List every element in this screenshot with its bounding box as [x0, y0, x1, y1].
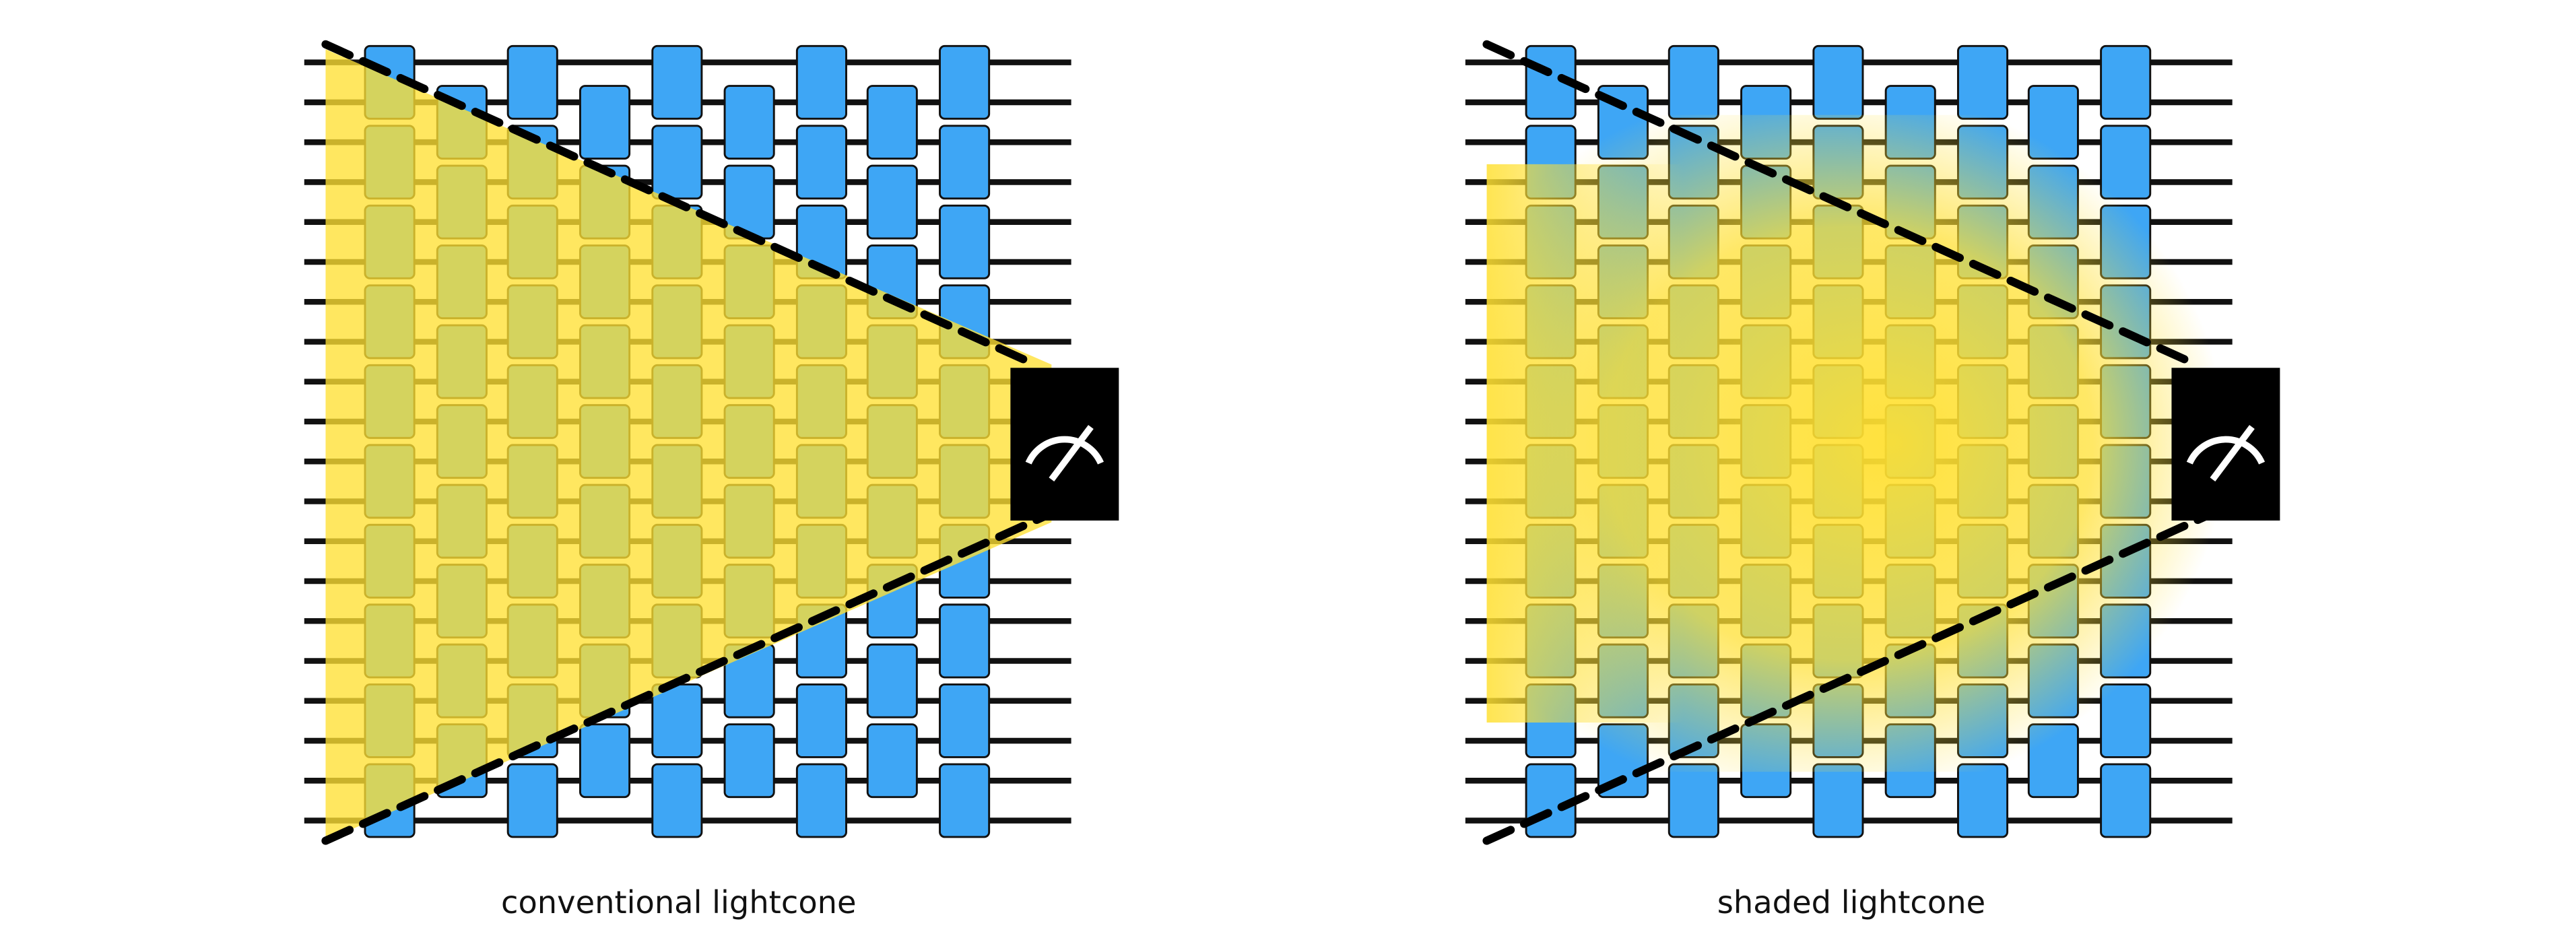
- gate: [579, 723, 631, 799]
- gate: [795, 125, 847, 200]
- gate: [939, 763, 991, 838]
- gate: [1667, 44, 1719, 120]
- gate: [651, 683, 703, 758]
- gate: [651, 44, 703, 120]
- lightcone-edge: [321, 501, 1072, 845]
- gate: [723, 723, 775, 799]
- meter-arc: [1025, 436, 1104, 465]
- gate: [939, 683, 991, 758]
- gate: [506, 763, 558, 838]
- measurement: [1010, 368, 1119, 521]
- conventional-panel: [304, 40, 1119, 845]
- gate: [939, 204, 991, 279]
- gate: [866, 85, 918, 160]
- gate: [1812, 763, 1864, 838]
- gate: [2100, 763, 2152, 838]
- meter-needle: [2210, 425, 2255, 481]
- lightcone: [325, 49, 1052, 841]
- gate: [2100, 44, 2152, 120]
- measurement: [2171, 368, 2280, 521]
- meter-arc: [2186, 436, 2266, 465]
- gate: [651, 125, 703, 200]
- shaded-panel: [1465, 40, 2280, 845]
- gate: [795, 763, 847, 838]
- gate: [795, 683, 847, 758]
- gate: [1956, 44, 2009, 120]
- gate: [1667, 763, 1719, 838]
- lightcone-shade: [1486, 164, 1684, 723]
- caption: conventional lightcone: [501, 884, 857, 921]
- meter-needle: [1049, 425, 1094, 481]
- gate: [506, 44, 558, 120]
- caption: shaded lightcone: [1717, 884, 1985, 921]
- gate: [1956, 763, 2009, 838]
- gate: [579, 85, 631, 160]
- lightcone-edge: [1482, 501, 2233, 845]
- gate: [651, 763, 703, 838]
- gate: [866, 723, 918, 799]
- gate: [939, 125, 991, 200]
- gate: [939, 603, 991, 679]
- gate: [795, 44, 847, 120]
- gate: [866, 643, 918, 718]
- gate: [939, 44, 991, 120]
- gate: [866, 164, 918, 240]
- gate: [723, 85, 775, 160]
- gate: [1812, 44, 1864, 120]
- lightcone-edge: [321, 40, 1040, 369]
- lightcone-edge: [1482, 40, 2201, 369]
